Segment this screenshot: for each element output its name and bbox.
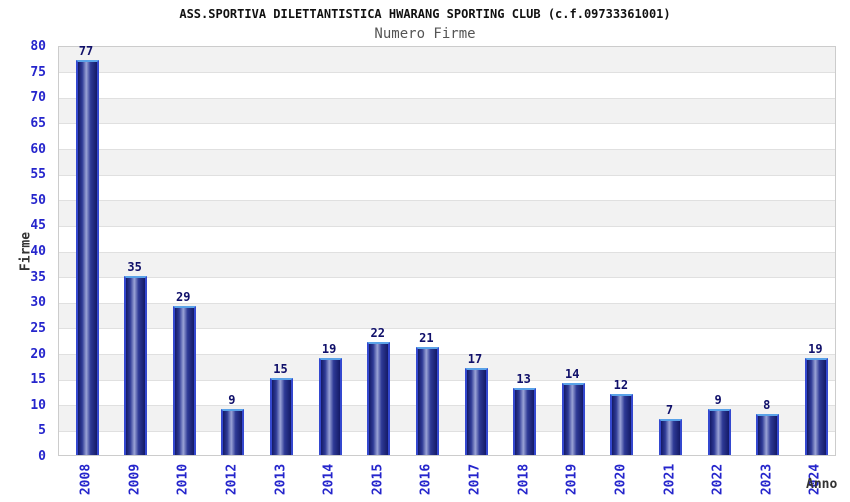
y-tick-label: 45 [30, 218, 46, 234]
y-tick-label: 20 [30, 346, 46, 362]
bar-value-label: 77 [78, 44, 94, 59]
bar [75, 60, 99, 455]
gridline [59, 379, 835, 381]
chart-subtitle: Numero Firme [374, 26, 476, 42]
y-tick-label: 25 [30, 320, 46, 336]
x-tick-label: 2010 [175, 463, 191, 496]
bar-value-label: 35 [127, 259, 142, 274]
x-tick-label: 2014 [321, 463, 337, 496]
y-tick-label: 5 [38, 423, 46, 439]
y-tick-label: 55 [30, 167, 46, 183]
bar [124, 275, 148, 455]
bar-value-label: 15 [273, 362, 288, 377]
gridline [59, 200, 835, 202]
bar [610, 393, 634, 455]
bar-value-label: 13 [516, 372, 531, 387]
bar-value-label: 19 [808, 341, 823, 356]
bar-value-label: 14 [565, 367, 580, 382]
gridline [59, 354, 835, 355]
bar [270, 378, 293, 455]
x-tick-label: 2009 [127, 463, 143, 496]
bar-value-label: 21 [419, 331, 434, 346]
x-tick-label: 2008 [78, 463, 94, 496]
x-tick-label: 2013 [273, 463, 288, 496]
bar-value-label: 8 [763, 398, 771, 412]
y-tick-label: 40 [30, 244, 46, 259]
y-tick-label: 70 [30, 90, 46, 106]
x-tick-label: 2012 [224, 463, 240, 496]
bar [756, 414, 780, 455]
gridline [59, 72, 835, 74]
bar [707, 408, 731, 455]
gridline [59, 225, 835, 227]
y-tick-label: 80 [30, 39, 46, 54]
x-tick-label: 2017 [467, 463, 483, 496]
bar [804, 357, 828, 455]
y-tick-label: 0 [38, 449, 46, 464]
bar-value-label: 7 [665, 403, 674, 418]
y-tick-label: 15 [30, 372, 46, 388]
bar-value-label: 19 [321, 341, 337, 356]
gridline [59, 251, 835, 253]
gridline [59, 405, 835, 407]
bar [318, 357, 342, 455]
x-tick-label: 2019 [564, 463, 580, 496]
bar [415, 347, 439, 455]
y-tick-label: 60 [30, 141, 46, 157]
gridline [59, 97, 835, 99]
y-tick-label: 10 [30, 397, 46, 413]
x-tick-label: 2021 [662, 463, 677, 496]
x-tick-label: 2018 [516, 463, 532, 496]
bar [513, 388, 537, 455]
gridline [59, 174, 835, 176]
y-tick-label: 50 [30, 192, 46, 208]
y-tick-label: 30 [30, 295, 46, 311]
bar [464, 367, 488, 455]
x-tick-label: 2023 [759, 463, 775, 496]
plot-area [58, 46, 836, 456]
x-tick-label: 2020 [613, 463, 629, 496]
bar-value-label: 9 [714, 392, 722, 407]
chart-title: ASS.SPORTIVA DILETTANTISTICA HWARANG SPO… [179, 7, 671, 21]
bar-value-label: 29 [176, 290, 191, 305]
x-tick-label: 2015 [370, 463, 386, 496]
gridline [59, 277, 835, 279]
gridline [59, 328, 835, 330]
gridline [59, 123, 835, 125]
gridline [59, 149, 835, 150]
bar-value-label: 9 [228, 392, 236, 407]
y-tick-label: 35 [30, 269, 46, 285]
bar [561, 383, 585, 455]
bar-value-label: 12 [613, 377, 629, 392]
bar [659, 419, 682, 455]
x-tick-label: 2016 [418, 463, 434, 496]
bar [221, 408, 245, 455]
gridline [59, 302, 835, 304]
bar [367, 342, 391, 455]
x-tick-label: 2022 [710, 463, 726, 496]
bar-value-label: 17 [467, 351, 483, 366]
gridline [59, 430, 835, 432]
bar-value-label: 22 [370, 326, 385, 341]
bar [172, 306, 196, 455]
y-tick-label: 65 [30, 115, 46, 131]
y-tick-label: 75 [30, 64, 46, 80]
x-axis-title: Anno [806, 477, 838, 492]
